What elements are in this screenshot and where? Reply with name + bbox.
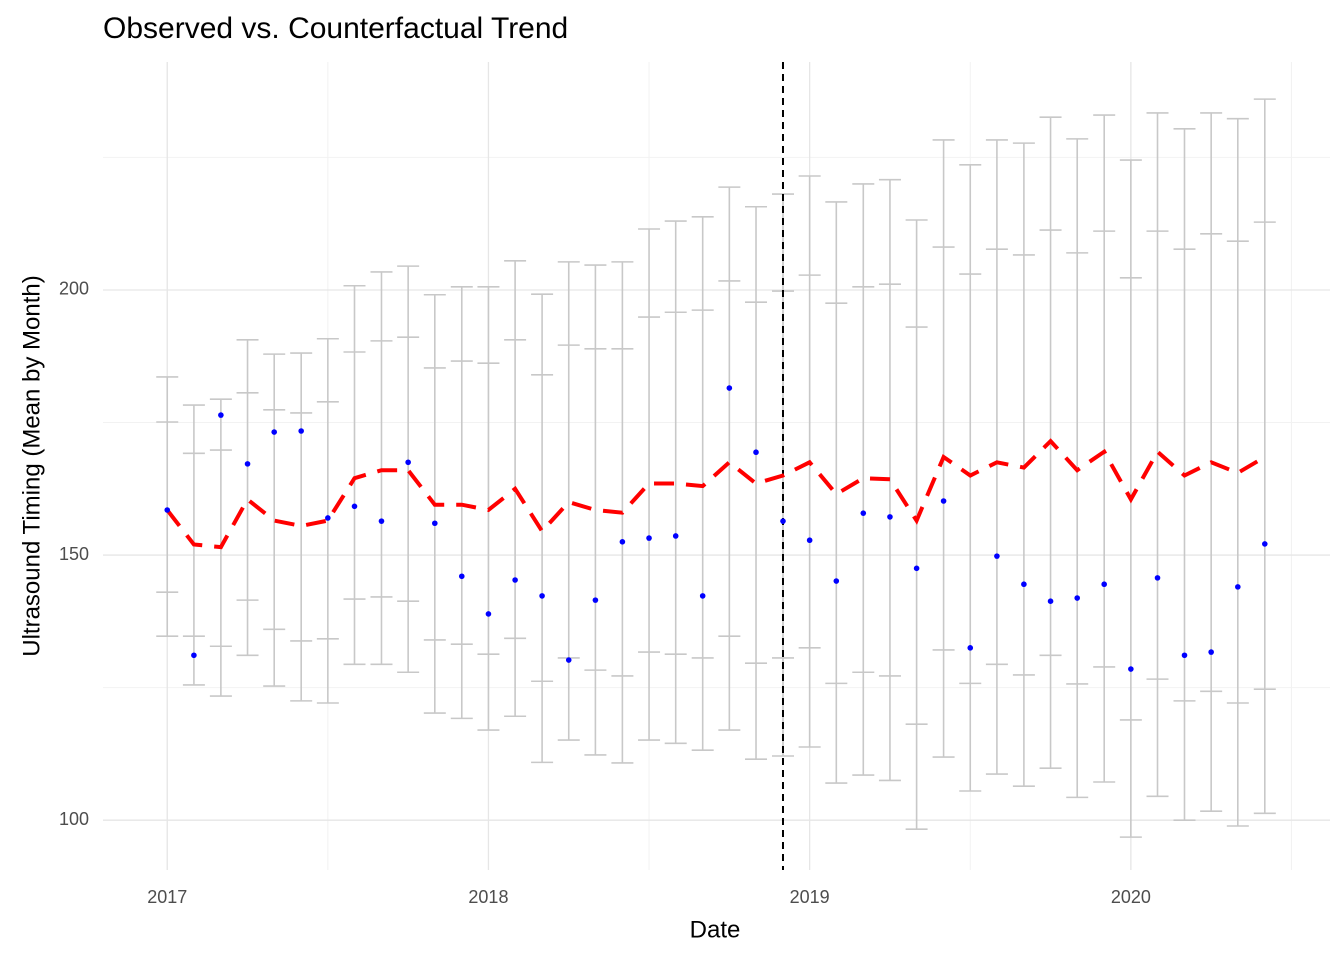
observed-point bbox=[218, 412, 224, 418]
observed-point bbox=[940, 498, 947, 504]
observed-point bbox=[646, 535, 652, 541]
y-axis-label: Ultrasound Timing (Mean by Month) bbox=[18, 275, 45, 657]
observed-point bbox=[565, 657, 572, 663]
observed-point bbox=[351, 503, 358, 510]
observed-point bbox=[780, 518, 786, 524]
observed-point bbox=[806, 537, 813, 544]
observed-point bbox=[485, 611, 492, 617]
observed-point bbox=[1128, 666, 1134, 672]
observed-point bbox=[432, 520, 438, 527]
observed-point bbox=[1101, 581, 1107, 588]
observed-point bbox=[1154, 575, 1161, 581]
observed-point bbox=[458, 573, 465, 580]
x-tick-label: 2019 bbox=[790, 887, 830, 907]
observed-point bbox=[1047, 598, 1054, 604]
observed-point bbox=[244, 461, 251, 467]
observed-point bbox=[1181, 652, 1188, 659]
y-tick-label: 150 bbox=[59, 544, 89, 564]
observed-point bbox=[1208, 649, 1214, 655]
observed-point bbox=[539, 593, 545, 599]
observed-point bbox=[298, 428, 304, 434]
y-tick-label: 100 bbox=[59, 809, 89, 829]
observed-point bbox=[699, 593, 706, 599]
counterfactual-line bbox=[165, 438, 1266, 550]
observed-point bbox=[967, 645, 974, 651]
observed-point bbox=[887, 514, 893, 520]
observed-point bbox=[325, 515, 331, 521]
x-axis-label: Date bbox=[690, 916, 741, 943]
observed-point bbox=[191, 652, 197, 659]
chart-title: Observed vs. Counterfactual Trend bbox=[103, 12, 568, 45]
observed-point bbox=[619, 539, 626, 545]
observed-point bbox=[1021, 581, 1027, 588]
observed-point bbox=[753, 449, 759, 456]
observed-point bbox=[378, 518, 385, 524]
observed-point bbox=[913, 565, 920, 572]
y-tick-label: 200 bbox=[59, 279, 89, 299]
observed-point bbox=[994, 553, 1000, 559]
observed-point bbox=[512, 577, 518, 583]
observed-point bbox=[405, 459, 411, 466]
observed-point bbox=[271, 429, 278, 435]
observed-point bbox=[1261, 541, 1268, 547]
observed-point bbox=[860, 510, 867, 516]
observed-point bbox=[1074, 595, 1081, 601]
observed-point bbox=[672, 533, 679, 539]
observed-point bbox=[833, 578, 840, 584]
x-tick-label: 2018 bbox=[468, 887, 508, 907]
observed-point bbox=[592, 597, 599, 603]
x-tick-label: 2020 bbox=[1111, 887, 1151, 907]
observed-point bbox=[726, 385, 733, 391]
observed-point bbox=[1235, 584, 1241, 590]
x-tick-label: 2017 bbox=[147, 887, 187, 907]
observed-point bbox=[164, 507, 171, 513]
